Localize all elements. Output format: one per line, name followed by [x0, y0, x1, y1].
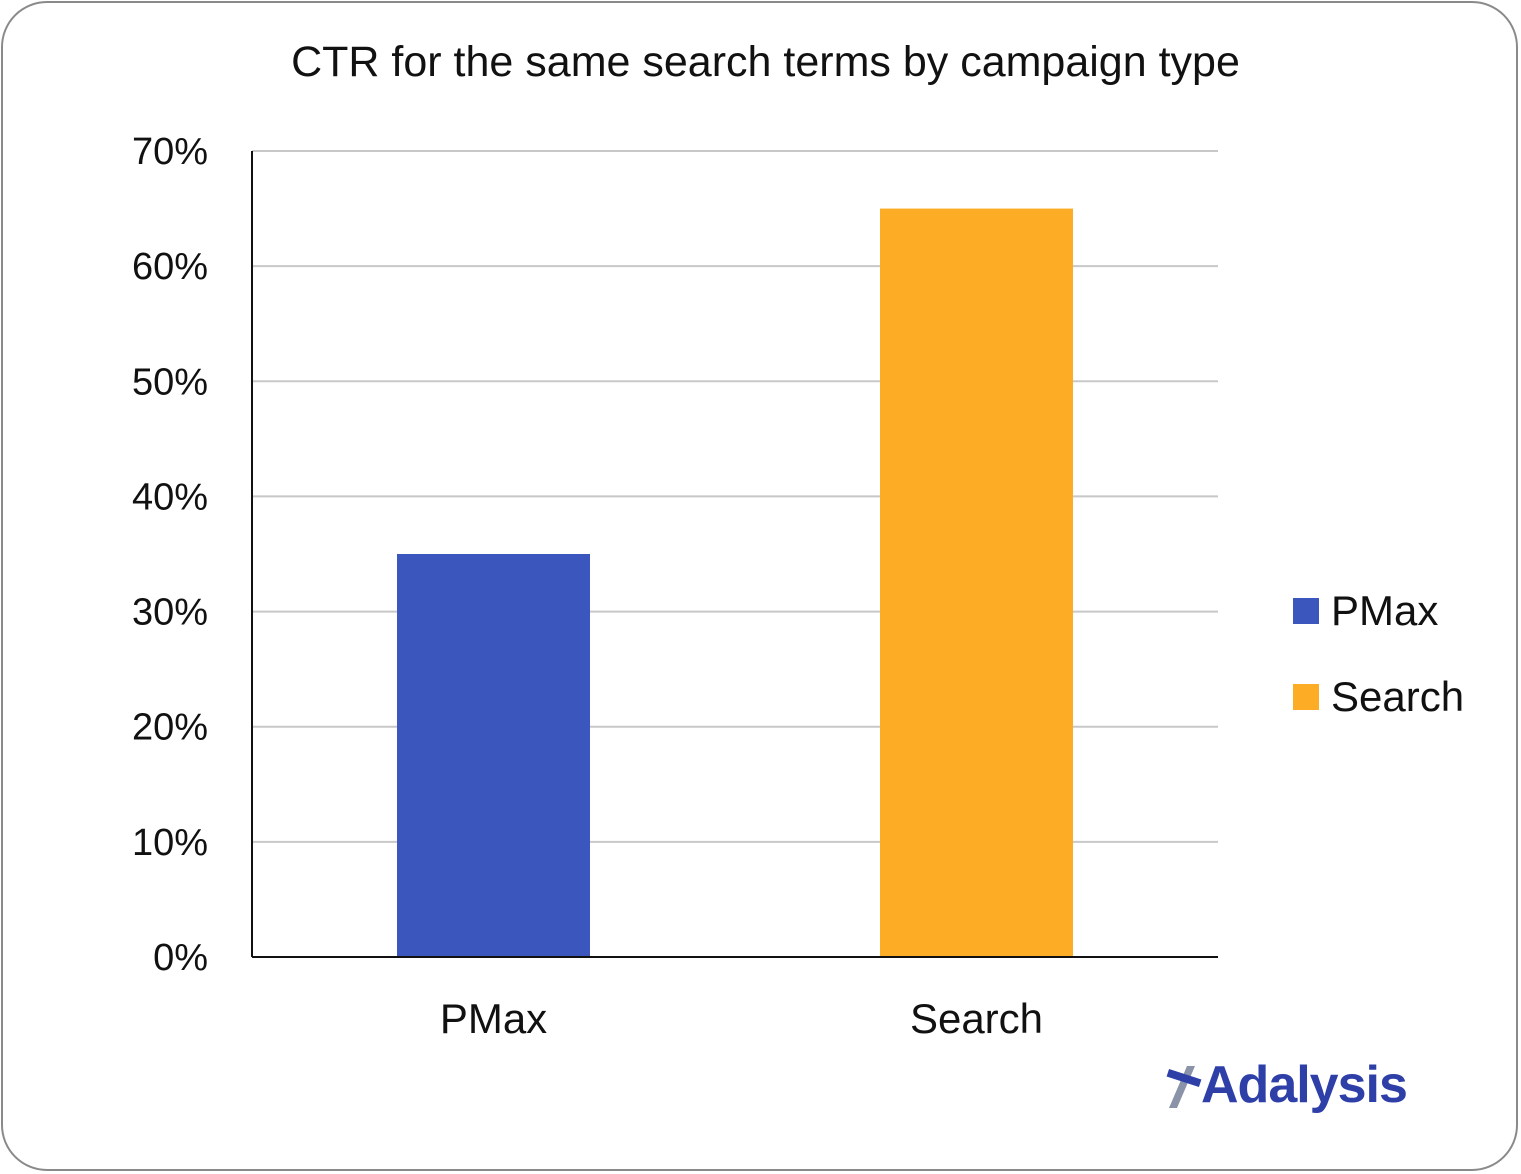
x-tick-label-pmax: PMax — [440, 995, 547, 1042]
y-tick-label: 0% — [153, 937, 208, 979]
legend-swatch-pmax — [1293, 598, 1319, 624]
legend-item-search: Search — [1293, 654, 1464, 740]
y-tick-label: 20% — [132, 707, 208, 749]
legend: PMax Search — [1293, 568, 1464, 740]
x-tick-label-search: Search — [910, 995, 1043, 1042]
y-tick-label: 70% — [132, 131, 208, 173]
chart-title: CTR for the same search terms by campaig… — [291, 38, 1240, 86]
bar-pmax — [397, 554, 590, 957]
bars — [397, 208, 1073, 958]
legend-swatch-search — [1293, 684, 1319, 710]
bar-search — [880, 208, 1073, 958]
legend-item-pmax: PMax — [1293, 568, 1464, 654]
x-axis-ticks: PMax Search — [440, 995, 1043, 1042]
legend-label-search: Search — [1331, 673, 1465, 720]
legend-label-pmax: PMax — [1331, 587, 1439, 634]
y-tick-label: 50% — [132, 361, 208, 403]
logo-mark-icon — [1166, 1066, 1202, 1108]
y-tick-label: 30% — [132, 592, 208, 634]
logo-text: Adalysis — [1201, 1056, 1408, 1114]
y-tick-label: 10% — [132, 822, 208, 864]
y-tick-label: 40% — [132, 476, 208, 518]
y-axis-ticks: 0% 10% 20% 30% 40% 50% 60% 70% — [132, 131, 208, 979]
gridlines — [252, 150, 1218, 843]
y-tick-label: 60% — [132, 246, 208, 288]
adalysis-logo: Adalysis — [1165, 1050, 1408, 1120]
